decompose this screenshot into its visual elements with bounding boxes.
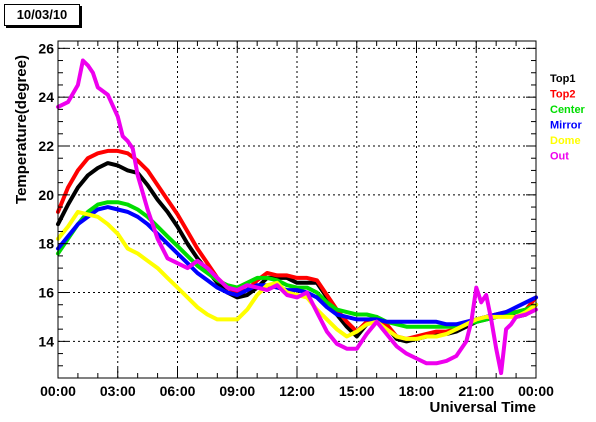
y-tick-label: 18 [38, 236, 54, 252]
legend-entry-dome: Dome [550, 135, 581, 147]
axes: 00:00 03:00 06:00 09:00 12:00 15:00 18:00 21:00… [38, 40, 554, 399]
series-line-mirror [56, 205, 538, 327]
series-line-dome [56, 209, 538, 341]
x-tick-label: 21:00 [458, 383, 494, 399]
x-tick-label: 00:00 [40, 383, 76, 399]
series-line-out [56, 58, 538, 376]
y-tick-label: 26 [38, 40, 54, 56]
legend-entry-top2: Top2 [550, 89, 575, 101]
x-tick-label: 06:00 [160, 383, 196, 399]
y-tick-label: 16 [38, 285, 54, 301]
x-tick-label: 12:00 [279, 383, 315, 399]
y-axis-label: Temperature(degree) [13, 55, 30, 204]
legend-entry-top1: Top1 [550, 73, 575, 85]
y-tick-label: 14 [38, 333, 54, 349]
series-lines [56, 58, 538, 376]
series-line-center [56, 200, 538, 329]
series-line-top2 [56, 148, 538, 341]
x-tick-label: 09:00 [219, 383, 255, 399]
x-tick-label: 18:00 [399, 383, 435, 399]
date-label: 10/03/10 [4, 4, 80, 26]
legend-entry-mirror: Mirror [550, 120, 583, 132]
y-tick-label: 24 [38, 89, 54, 105]
legend: Top1 Top2 Center Mirror Dome Out [550, 73, 586, 163]
y-tick-label: 20 [38, 187, 54, 203]
x-axis-label: Universal Time [430, 399, 536, 416]
x-tick-label: 00:00 [518, 383, 554, 399]
y-tick-label: 22 [38, 138, 54, 154]
x-tick-label: 03:00 [100, 383, 136, 399]
legend-entry-out: Out [550, 151, 569, 163]
legend-entry-center: Center [550, 104, 586, 116]
x-tick-label: 15:00 [339, 383, 375, 399]
